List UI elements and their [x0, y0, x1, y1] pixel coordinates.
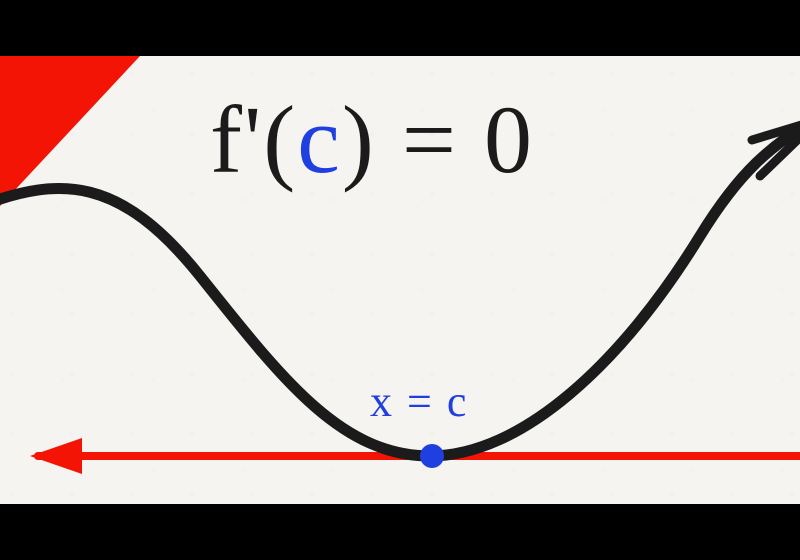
equation-glyph: ( — [263, 86, 297, 193]
equation-glyph: = — [376, 86, 484, 193]
equation-x-equals-c: x = c — [370, 376, 468, 427]
stage: f'(c) = 0 x = c — [0, 56, 800, 504]
tangent-arrowhead-left-icon — [30, 438, 82, 474]
equation-glyph: f — [210, 86, 244, 193]
equation-glyph: c — [297, 86, 342, 193]
tangent-point-marker — [420, 444, 444, 468]
equation-glyph: c — [447, 377, 469, 426]
equation-derivative-zero: f'(c) = 0 — [210, 84, 534, 195]
equation-glyph: = — [394, 377, 447, 426]
equation-glyph: x — [370, 377, 394, 426]
equation-glyph: ' — [244, 86, 263, 193]
equation-glyph: ) — [342, 86, 376, 193]
equation-glyph: 0 — [484, 86, 534, 193]
